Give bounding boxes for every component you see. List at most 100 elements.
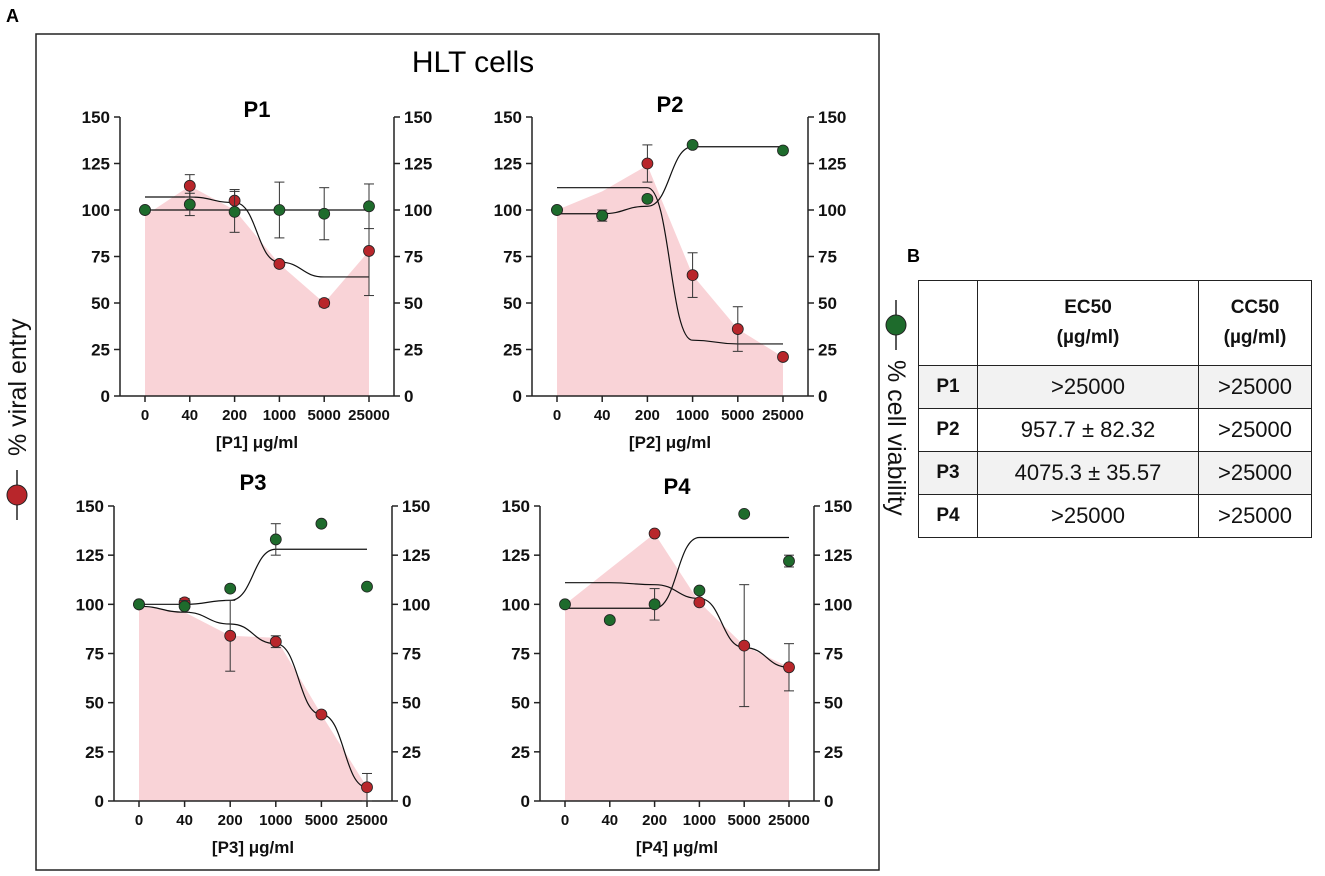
chart-p1: 0 0 25 25 50 50 75 75 100 100 125 125 150 150 0 40 200 10… [82,97,433,452]
left-y-tick-label: 150 [494,108,522,127]
x-tick-label: 0 [135,812,143,829]
cell-viability-point [178,600,191,613]
right-y-tick-label: 0 [402,792,411,811]
x-tick-label: 5000 [305,812,338,829]
cell-viability-point [228,205,241,218]
cell-viability-point [133,598,145,611]
right-y-tick-label: 150 [404,108,432,127]
table-row: P4 >25000 >25000 [918,494,1312,538]
left-y-tick-label: 125 [76,546,104,565]
left-y-tick-label: 0 [95,792,104,811]
left-y-tick-label: 25 [511,743,530,762]
right-axis-label: % cell viability [882,360,910,516]
x-tick-label: 25000 [762,407,804,424]
left-y-tick-label: 100 [494,201,522,220]
viral-entry-point [315,708,328,721]
x-tick-label: 40 [594,407,611,424]
cc50-value: >25000 [1198,408,1312,452]
x-tick-label: 0 [561,812,569,829]
right-y-tick-label: 125 [824,546,852,565]
left-y-tick-label: 75 [85,645,104,664]
cell-viability-point [603,614,616,626]
x-tick-label: 40 [601,812,618,829]
right-y-tick-label: 75 [818,248,837,267]
viral-entry-point [269,635,282,648]
right-y-tick-label: 75 [824,645,843,664]
cell-viability-point [783,555,795,567]
chart-title: P1 [244,97,271,122]
chart-p4: 0 0 25 25 50 50 75 75 100 100 125 125 150 150 0 40 200 10… [502,474,853,857]
cell-viability-point [777,144,789,157]
right-y-tick-label: 125 [404,155,432,174]
chart-p3: 0 0 25 25 50 50 75 75 100 100 125 125 150 150 0 40 200 10… [76,470,431,857]
right-y-tick-label: 100 [818,201,846,220]
x-tick-label: 5000 [308,407,341,424]
viral-entry-point [648,527,661,540]
cc50-value: >25000 [1198,365,1312,409]
viral-entry-point [783,661,795,674]
right-y-tick-label: 100 [402,595,430,614]
x-tick-label: 1000 [683,812,716,829]
viral-entry-point [731,323,744,335]
right-y-tick-label: 25 [402,743,421,762]
cell-viability-point [686,138,699,151]
ec50-header-line2: (µg/ml) [1056,327,1120,348]
right-y-tick-label: 25 [824,743,843,762]
left-y-tick-label: 50 [85,694,104,713]
table-header-empty [918,280,978,366]
left-y-tick-label: 25 [503,341,522,360]
cell-viability-point [596,209,609,222]
x-tick-label: 0 [141,407,149,424]
chart-title: P3 [240,470,267,495]
viral-entry-legend-marker [6,484,28,506]
cell-viability-point [361,580,373,593]
x-tick-label: 5000 [721,407,754,424]
x-tick-label: 5000 [728,812,761,829]
left-y-tick-label: 0 [521,792,530,811]
x-tick-label: 200 [642,812,667,829]
row-label: P3 [918,451,978,495]
left-y-tick-label: 50 [511,694,530,713]
cc50-header-line2: (µg/ml) [1223,327,1287,348]
ec50-value: 4075.3 ± 35.57 [977,451,1199,495]
cell-viability-fit-curve [565,536,789,609]
viral-entry-point [183,179,196,192]
cell-viability-point [648,598,661,611]
cc50-value: >25000 [1198,451,1312,495]
viral-entry-fit-curve [565,582,790,668]
right-y-tick-label: 25 [818,341,837,360]
right-y-tick-label: 125 [402,546,430,565]
cc50-value: >25000 [1198,494,1312,538]
viral-entry-area [139,606,367,801]
left-y-tick-label: 125 [502,546,530,565]
panel-a-frame [35,33,880,871]
ec50-cc50-table: EC50 (µg/ml) CC50 (µg/ml) P1 >25000 >250… [918,280,1312,538]
cell-viability-point [559,598,571,611]
cell-viability-point [273,204,286,216]
cell-viability-point [363,200,375,213]
charts-group: 0 0 25 25 50 50 75 75 100 100 125 125 150 150 0 40 200 10… [76,92,853,857]
chart-p2: 0 0 25 25 50 50 75 75 100 100 125 125 150 150 0 40 200 10… [494,92,847,452]
left-axis-legend: % viral entry [4,318,32,520]
cell-viability-point [315,517,328,530]
ec50-header-line1: EC50 [1064,297,1112,318]
viral-entry-point [686,269,699,282]
cell-viability-point [224,582,237,595]
left-y-tick-label: 0 [101,387,110,406]
right-y-tick-label: 0 [824,792,833,811]
x-tick-label: 25000 [348,407,390,424]
x-tick-label: 1000 [676,407,709,424]
right-y-tick-label: 50 [824,694,843,713]
x-tick-label: 200 [222,407,247,424]
x-tick-label: 1000 [263,407,296,424]
panel-b-label: B [907,246,920,266]
x-axis-label: [P1] μg/ml [216,433,298,452]
viral-entry-area [145,185,369,396]
left-y-tick-label: 150 [76,497,104,516]
left-y-tick-label: 150 [502,497,530,516]
left-y-tick-label: 50 [503,294,522,313]
cell-viability-point [693,584,706,597]
left-y-tick-label: 25 [91,341,110,360]
x-axis-label: [P2] μg/ml [629,433,711,452]
